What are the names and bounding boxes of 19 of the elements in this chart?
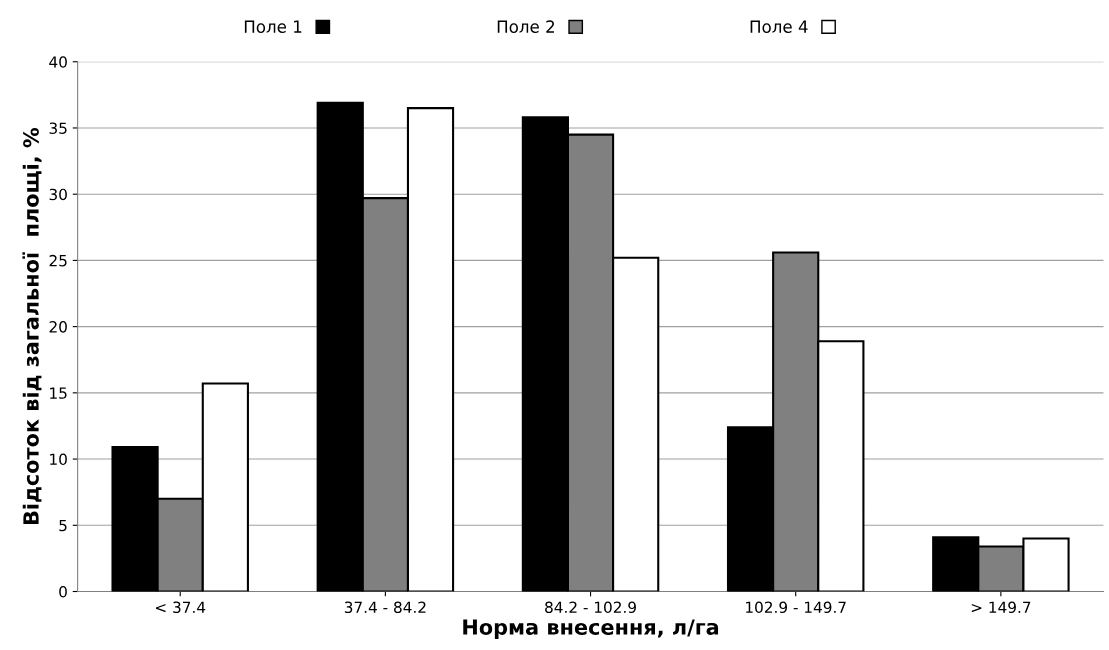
y-axis-title: Відсоток від загальної площі, % (22, 127, 42, 525)
x-axis-title: Норма внесення, л/га (463, 619, 719, 639)
x-tick-label: 84.2 - 102.9 (545, 601, 636, 614)
legend-label: Поле 4 (750, 20, 808, 33)
legend-label: Поле 2 (497, 20, 555, 33)
x-tick-label: 37.4 - 84.2 (344, 601, 426, 614)
y-tick-label: 5 (59, 519, 67, 532)
y-tick-label: 15 (50, 387, 67, 399)
x-tick-label: > 149.7 (971, 601, 1031, 614)
x-tick-label: 102.9 - 149.7 (746, 601, 846, 614)
y-tick-label: 10 (50, 453, 67, 466)
y-tick-label: 40 (49, 56, 67, 68)
y-tick-label: 0 (59, 585, 67, 598)
y-tick-label: 20 (49, 321, 67, 333)
y-tick-label: 30 (49, 188, 67, 201)
y-tick-label: 35 (49, 122, 67, 134)
y-tick-label: 25 (49, 254, 67, 267)
legend-label: Поле 1 (244, 20, 302, 33)
x-tick-label: < 37.4 (155, 601, 206, 614)
